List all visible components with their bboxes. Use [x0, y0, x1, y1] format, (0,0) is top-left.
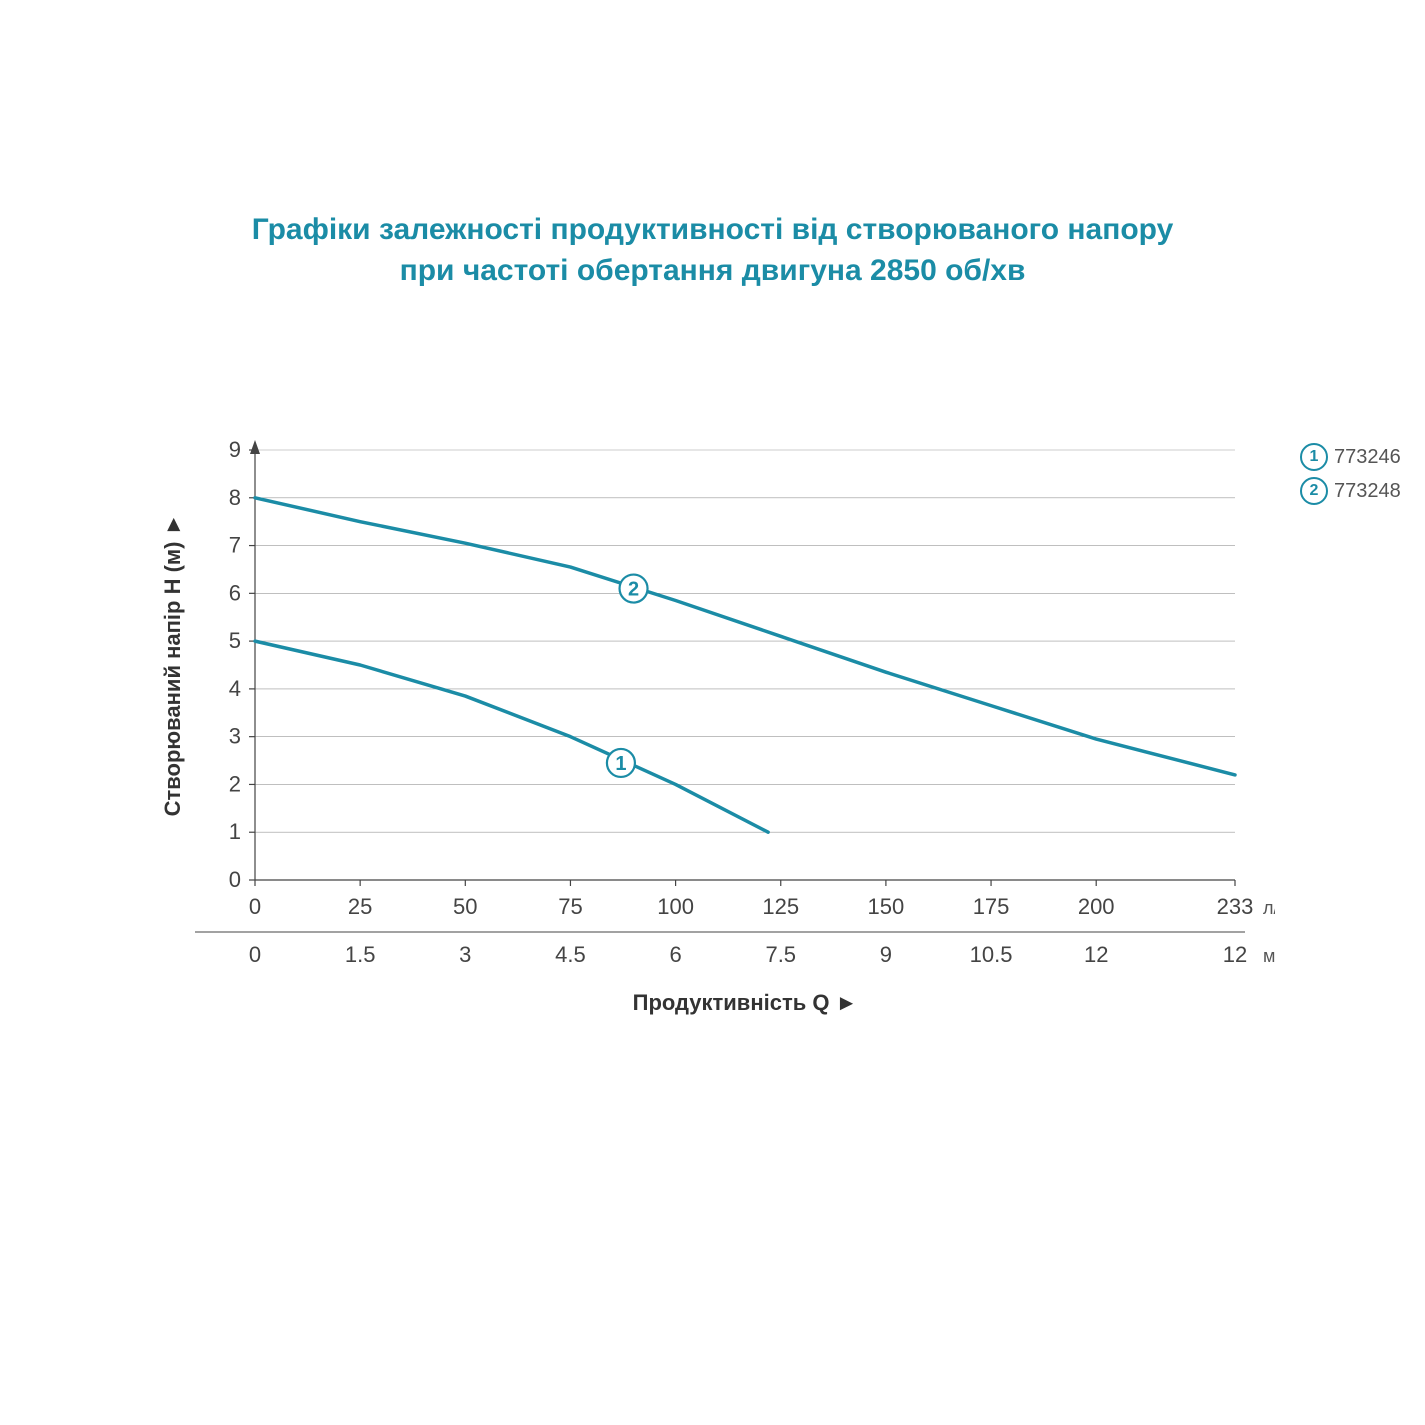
y-tick-label: 2: [229, 771, 241, 796]
legend-item: 1773246: [1300, 440, 1401, 474]
series-badge-text-1: 1: [615, 753, 626, 775]
y-axis-arrow: [250, 440, 260, 454]
x-tick-label-secondary: 12: [1223, 942, 1247, 967]
x-tick-label-primary: 125: [762, 894, 799, 919]
chart-container: 0123456789025507510012515017520023301.53…: [135, 440, 1315, 1080]
x-tick-label-primary: 150: [868, 894, 905, 919]
x-tick-label-secondary: 6: [669, 942, 681, 967]
x-tick-label-secondary: 12: [1084, 942, 1108, 967]
x-tick-label-primary: 200: [1078, 894, 1115, 919]
series-badge-text-2: 2: [628, 579, 639, 601]
x-tick-label-secondary: 4.5: [555, 942, 586, 967]
x-tick-label-primary: 75: [558, 894, 582, 919]
legend-item: 2773248: [1300, 474, 1401, 508]
y-axis-title: Створюваний напір H (м) ►: [160, 514, 185, 817]
x-tick-label-primary: 175: [973, 894, 1010, 919]
x-tick-label-primary: 25: [348, 894, 372, 919]
y-tick-label: 9: [229, 440, 241, 462]
y-tick-label: 4: [229, 676, 241, 701]
x-tick-label-primary: 50: [453, 894, 477, 919]
legend-badge: 1: [1300, 443, 1328, 471]
chart-svg: 0123456789025507510012515017520023301.53…: [135, 440, 1275, 1080]
y-tick-label: 3: [229, 724, 241, 749]
legend-label: 773246: [1334, 440, 1401, 474]
y-tick-label: 6: [229, 580, 241, 605]
y-tick-label: 7: [229, 533, 241, 558]
x-tick-label-secondary: 9: [880, 942, 892, 967]
x-tick-label-primary: 100: [657, 894, 694, 919]
x-axis-title: Продуктивність Q ►: [633, 990, 858, 1015]
legend: 17732462773248: [1300, 440, 1401, 508]
x-tick-label-primary: 0: [249, 894, 261, 919]
x-unit-secondary: м³/год: [1263, 946, 1275, 966]
chart-title: Графіки залежності продуктивності від ст…: [0, 210, 1425, 291]
legend-label: 773248: [1334, 474, 1401, 508]
y-tick-label: 8: [229, 485, 241, 510]
y-tick-label: 0: [229, 867, 241, 892]
x-tick-label-secondary: 0: [249, 942, 261, 967]
x-tick-label-secondary: 1.5: [345, 942, 376, 967]
y-tick-label: 1: [229, 819, 241, 844]
y-tick-label: 5: [229, 628, 241, 653]
chart-title-line2: при частоті обертання двигуна 2850 об/хв: [400, 254, 1026, 287]
series-line-2: [255, 498, 1235, 775]
chart-title-line1: Графіки залежності продуктивності від ст…: [252, 213, 1174, 246]
page-root: { "title_line1": "Графіки залежності про…: [0, 0, 1425, 1425]
x-unit-primary: л/хв: [1263, 898, 1275, 918]
x-tick-label-secondary: 10.5: [970, 942, 1013, 967]
x-tick-label-secondary: 7.5: [765, 942, 796, 967]
x-tick-label-secondary: 3: [459, 942, 471, 967]
legend-badge: 2: [1300, 477, 1328, 505]
x-tick-label-primary: 233: [1217, 894, 1254, 919]
